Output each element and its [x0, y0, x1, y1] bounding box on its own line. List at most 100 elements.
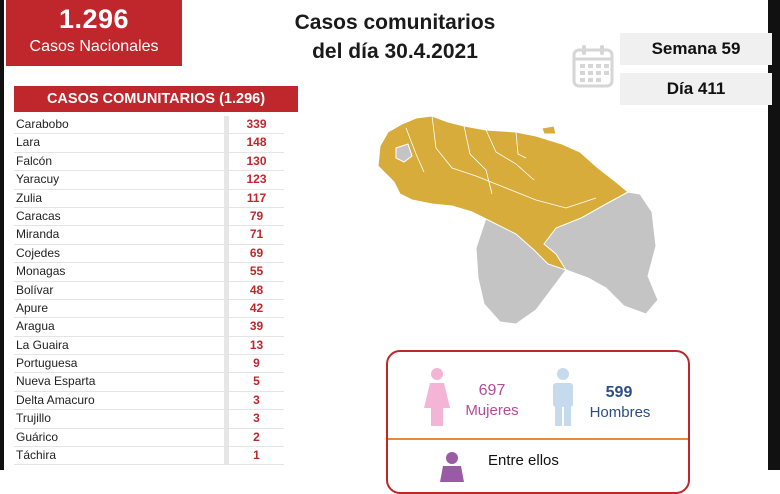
state-name: Carabobo — [16, 117, 69, 131]
table-row: Bolívar 48 — [14, 281, 284, 300]
row-separator — [224, 373, 229, 391]
case-count: 55 — [249, 264, 264, 279]
case-count: 69 — [249, 245, 264, 260]
row-separator — [224, 152, 229, 171]
case-count: 71 — [249, 227, 264, 242]
case-count: 13 — [249, 337, 264, 352]
women-label: Mujeres — [465, 402, 519, 419]
table-row: Cojedes 69 — [14, 244, 284, 264]
gender-panel: 697 Mujeres 599 Hombres Entre ellos — [386, 350, 690, 494]
row-separator — [224, 207, 229, 226]
row-separator — [224, 281, 229, 299]
row-separator — [224, 410, 229, 428]
row-separator — [224, 336, 229, 355]
state-name: Táchira — [16, 448, 57, 463]
table-row: Guárico 2 — [14, 428, 284, 448]
state-name: Zulia — [16, 190, 43, 205]
left-frame-border — [0, 0, 4, 470]
row-separator — [224, 263, 229, 281]
calendar-icon — [572, 45, 614, 88]
table-row: Delta Amacuro 3 — [14, 391, 284, 411]
table-row: Falcón 130 — [14, 152, 284, 172]
state-name: Portuguesa — [16, 356, 78, 371]
panel-divider — [388, 438, 688, 440]
row-separator — [224, 391, 229, 410]
cases-table: Carabobo 339 Lara 148 Falcón 130 Yaracuy 123 Zul… — [14, 116, 284, 466]
table-row: Yaracuy 123 — [14, 171, 284, 190]
table-row: Miranda 71 — [14, 226, 284, 245]
case-count: 9 — [253, 356, 260, 371]
case-count: 339 — [246, 117, 267, 131]
case-count: 1 — [253, 448, 260, 463]
case-count: 130 — [246, 153, 267, 168]
map-region-gray-lake — [395, 143, 413, 163]
table-row: Caracas 79 — [14, 207, 284, 227]
case-count: 39 — [249, 319, 264, 334]
title-line-2: del día 30.4.2021 — [312, 40, 478, 63]
state-name: Aragua — [16, 319, 55, 334]
men-label: Hombres — [589, 404, 651, 421]
state-name: Miranda — [16, 227, 60, 242]
man-icon — [553, 368, 573, 426]
table-row: La Guaira 13 — [14, 336, 284, 356]
case-count: 117 — [246, 190, 267, 205]
table-row: Apure 42 — [14, 299, 284, 319]
row-separator — [224, 428, 229, 447]
state-name: Monagas — [16, 264, 66, 279]
map-region-island — [541, 125, 557, 135]
week-indicator: Semana 59 — [620, 33, 772, 65]
women-count: 697 — [478, 382, 506, 399]
state-name: Trujillo — [16, 411, 51, 426]
state-name: Apure — [16, 300, 49, 315]
row-separator — [224, 299, 229, 318]
state-name: La Guaira — [16, 337, 69, 352]
row-separator — [224, 447, 229, 465]
row-separator — [224, 244, 229, 263]
table-row: Monagas 55 — [14, 263, 284, 282]
row-separator — [224, 171, 229, 189]
state-name: Cojedes — [16, 245, 61, 260]
case-count: 42 — [249, 300, 264, 315]
case-count: 79 — [249, 208, 264, 223]
state-name: Falcón — [16, 153, 53, 168]
case-count: 148 — [246, 135, 267, 150]
men-count: 599 — [605, 384, 633, 401]
state-name: Lara — [16, 135, 41, 150]
national-cases-badge: 1.296 Casos Nacionales — [6, 0, 182, 66]
national-cases-label: Casos Nacionales — [29, 38, 159, 55]
table-row: Lara 148 — [14, 134, 284, 153]
table-row: Aragua 39 — [14, 318, 284, 337]
row-separator — [224, 134, 229, 152]
state-name: Guárico — [16, 429, 59, 444]
table-row: Trujillo 3 — [14, 410, 284, 429]
state-name: Caracas — [16, 208, 61, 223]
title-line-1: Casos comunitarios — [294, 11, 496, 34]
case-count: 48 — [249, 282, 264, 297]
right-frame-border — [768, 0, 780, 470]
row-separator — [224, 226, 229, 244]
map-state-borders — [405, 115, 597, 209]
map-region-highlighted — [377, 115, 629, 271]
table-row: Zulia 117 — [14, 189, 284, 208]
row-separator — [224, 116, 229, 134]
row-separator — [224, 318, 229, 336]
page-title: Casos comunitarios del día 30.4.2021 — [260, 8, 530, 66]
state-name: Delta Amacuro — [16, 392, 95, 407]
between-label: Entre ellos — [488, 452, 559, 469]
state-name: Bolívar — [16, 282, 54, 297]
state-name: Yaracuy — [16, 172, 60, 187]
cases-table-header: CASOS COMUNITARIOS (1.296) — [14, 86, 298, 112]
case-count: 3 — [253, 411, 260, 426]
table-row: Carabobo 339 — [14, 116, 284, 135]
table-row: Portuguesa 9 — [14, 355, 284, 374]
case-count: 123 — [246, 172, 267, 187]
woman-icon — [424, 368, 450, 426]
table-row: Táchira 1 — [14, 447, 284, 466]
day-indicator: Día 411 — [620, 73, 772, 105]
case-count: 3 — [253, 392, 260, 407]
venezuela-map — [377, 115, 659, 325]
state-name: Nueva Esparta — [16, 374, 96, 389]
row-separator — [224, 189, 229, 207]
table-row: Nueva Esparta 5 — [14, 373, 284, 392]
case-count: 5 — [253, 374, 260, 389]
